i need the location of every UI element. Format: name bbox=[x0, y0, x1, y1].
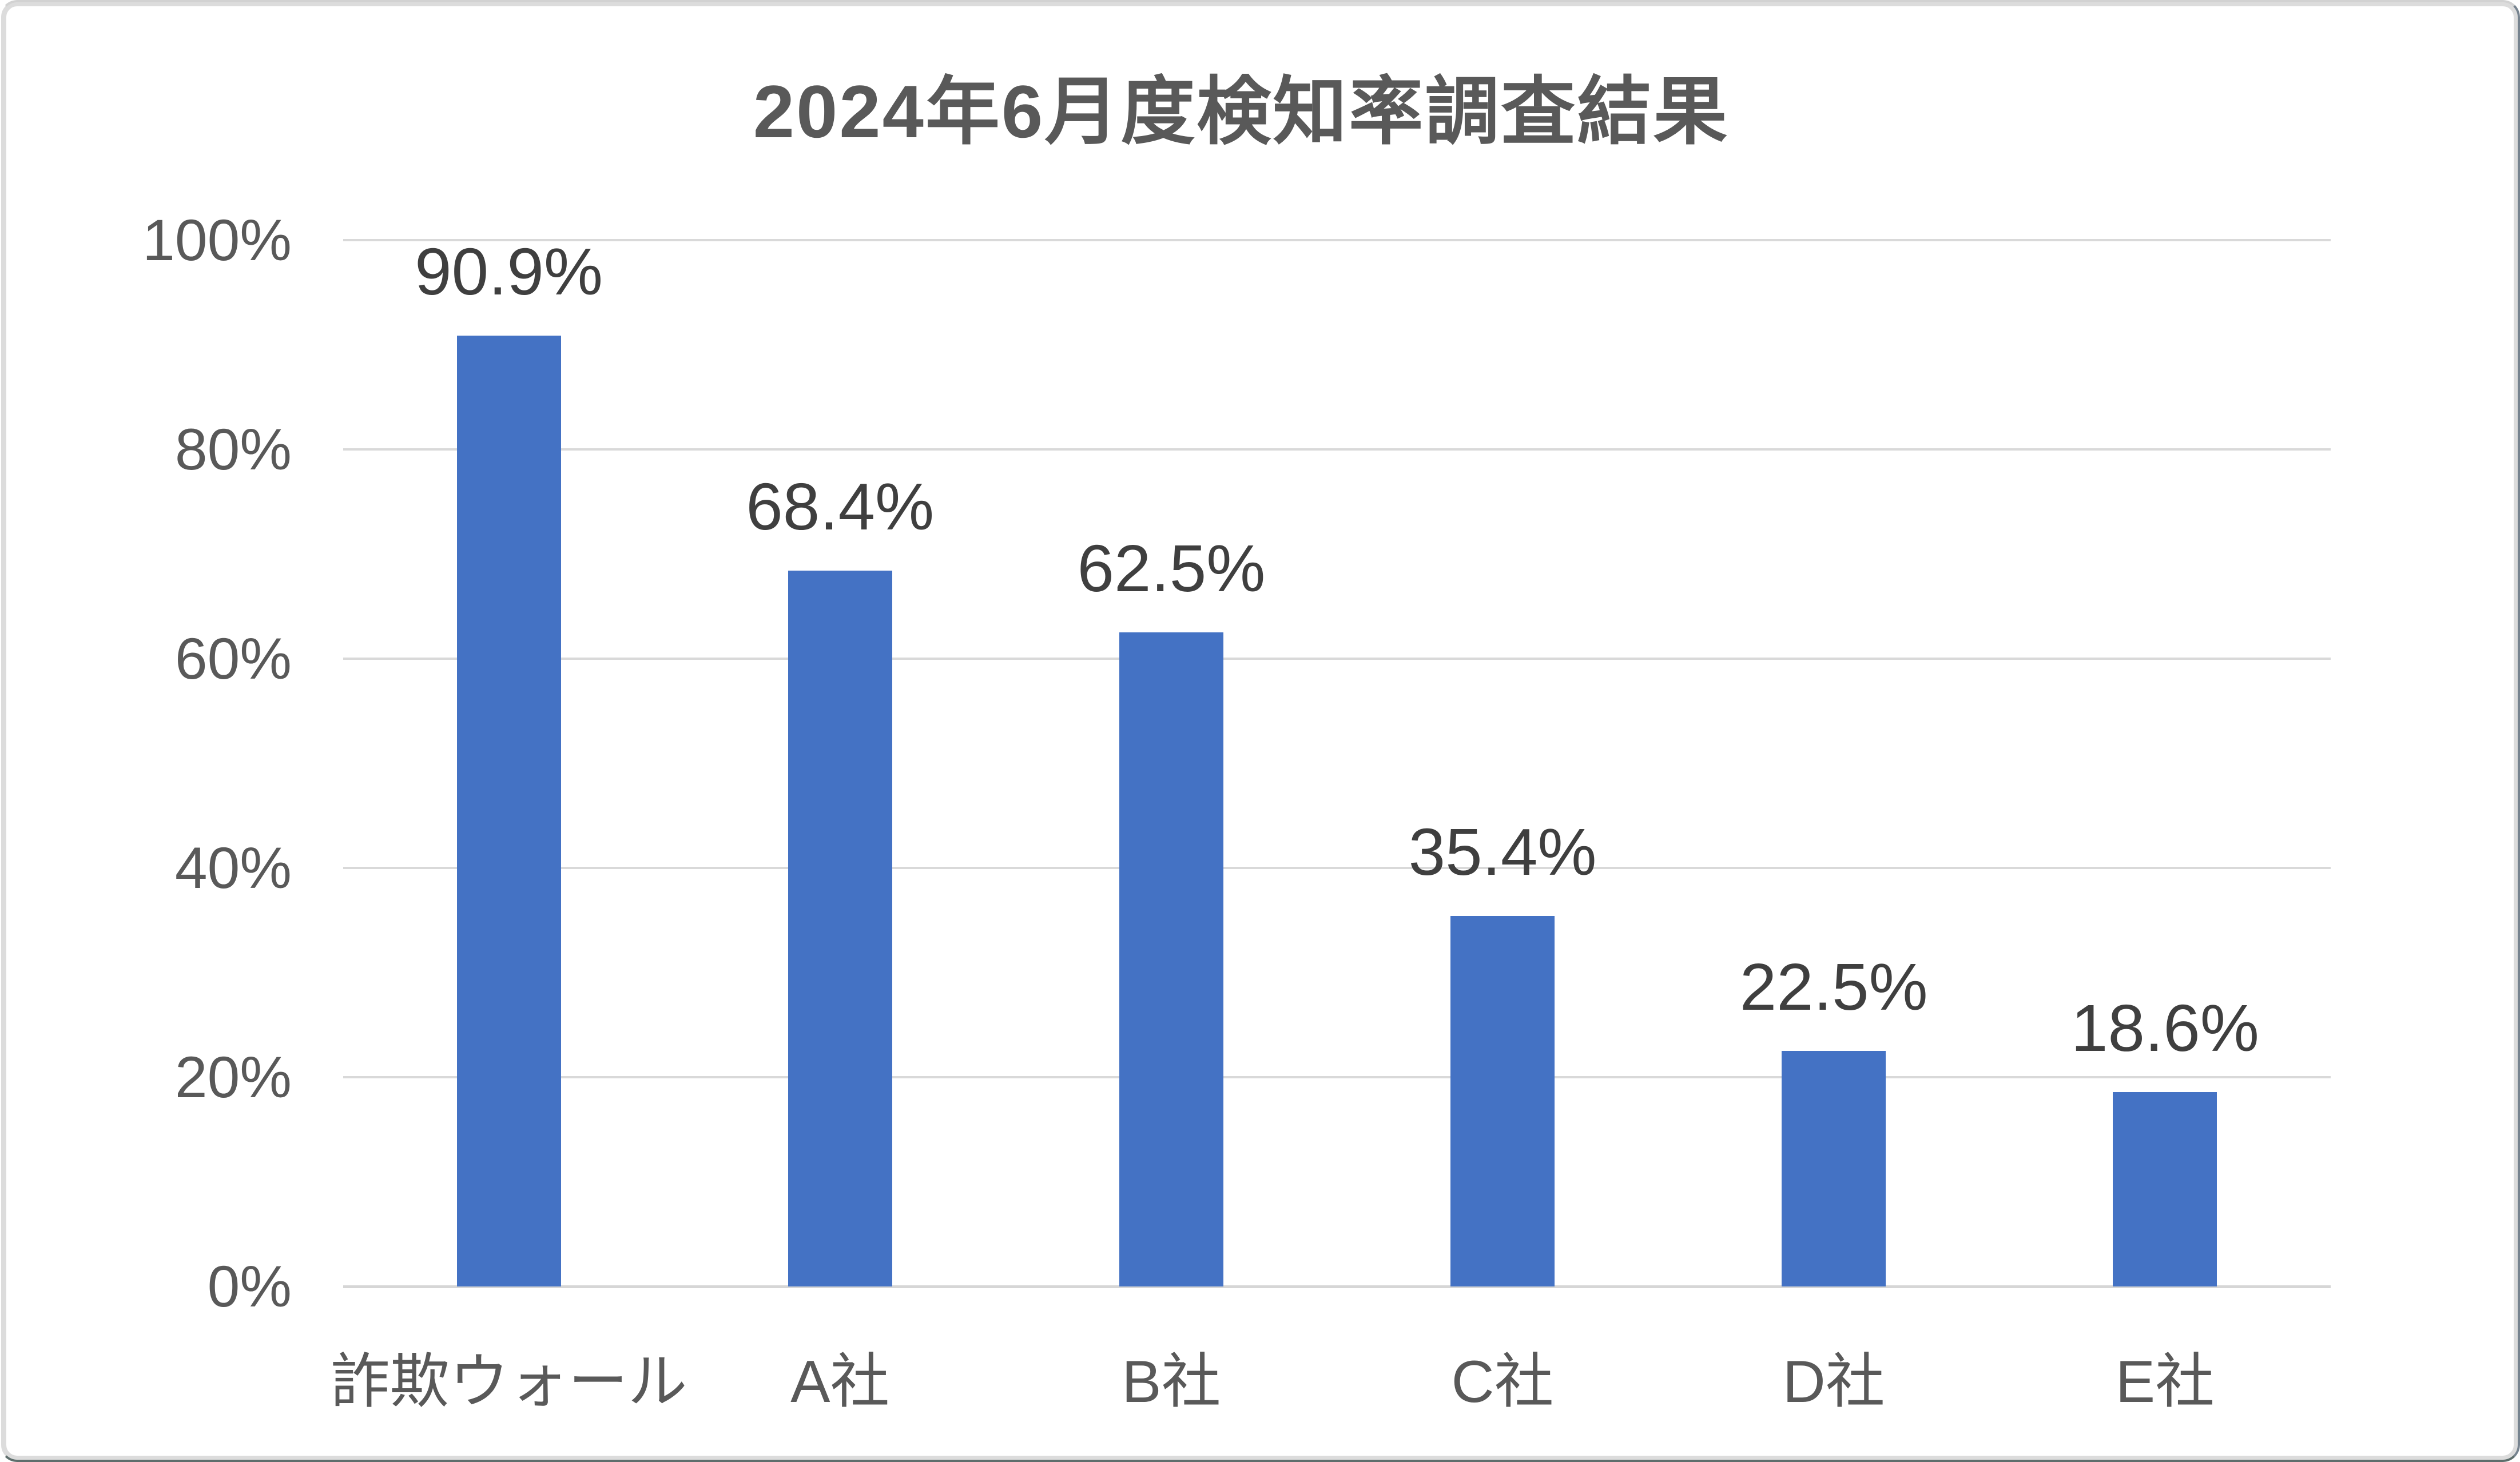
bar-value-label: 22.5% bbox=[1739, 950, 1928, 1025]
gridline bbox=[343, 239, 2331, 241]
y-axis-tick-label: 20% bbox=[174, 1045, 292, 1110]
gridline bbox=[343, 658, 2331, 660]
y-axis-tick-label: 80% bbox=[174, 417, 292, 482]
category-label: C社 bbox=[1451, 1349, 1554, 1415]
category-label: A社 bbox=[790, 1349, 890, 1415]
bar bbox=[788, 571, 892, 1286]
bar-value-label: 18.6% bbox=[2070, 990, 2259, 1065]
bar bbox=[2113, 1091, 2217, 1286]
gridline bbox=[343, 448, 2331, 451]
gridline bbox=[343, 1076, 2331, 1078]
bar-value-label: 68.4% bbox=[746, 469, 935, 544]
bar-value-label: 62.5% bbox=[1077, 531, 1266, 606]
y-axis-tick-label: 40% bbox=[174, 835, 292, 901]
gridline bbox=[343, 867, 2331, 869]
category-label: D社 bbox=[1782, 1349, 1885, 1415]
bar bbox=[1450, 916, 1555, 1286]
category-label: 詐欺ウォール bbox=[330, 1349, 687, 1415]
gridline bbox=[343, 1285, 2331, 1288]
chart-title: 2024年6月度検知率調査結果 bbox=[753, 70, 1730, 153]
y-axis-tick-label: 60% bbox=[174, 626, 292, 691]
bar bbox=[1119, 632, 1223, 1286]
y-axis-tick-label: 0% bbox=[207, 1254, 292, 1319]
category-label: B社 bbox=[1122, 1349, 1221, 1415]
bar-value-label: 90.9% bbox=[415, 234, 603, 309]
bar bbox=[456, 335, 561, 1286]
y-axis-tick-label: 100% bbox=[142, 208, 292, 273]
bar-value-label: 35.4% bbox=[1408, 815, 1597, 890]
plot-area bbox=[343, 239, 2331, 1288]
category-label: E社 bbox=[2115, 1349, 2215, 1415]
bar bbox=[1782, 1051, 1886, 1286]
